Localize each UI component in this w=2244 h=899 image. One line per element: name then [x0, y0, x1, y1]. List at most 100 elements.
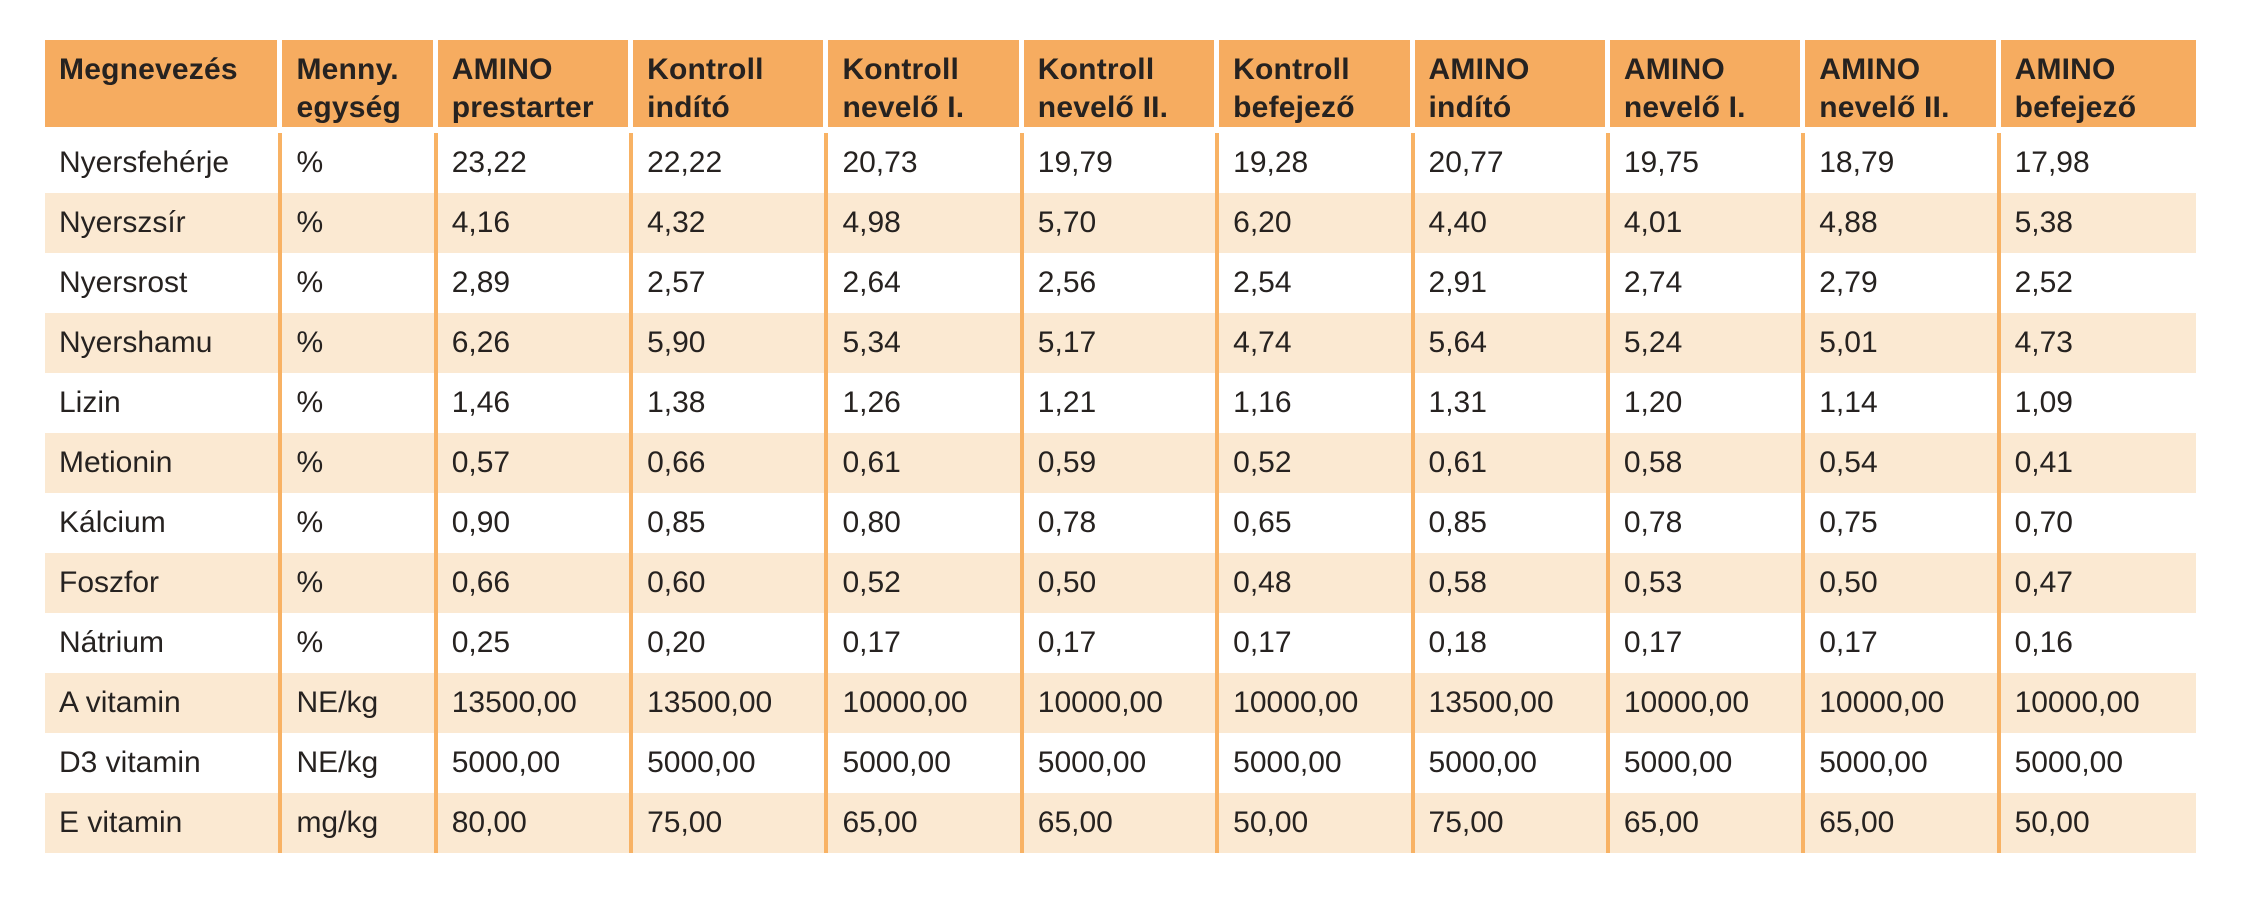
row-label: D3 vitamin	[45, 733, 283, 793]
row-value: 5,24	[1609, 313, 1806, 373]
row-value: 0,58	[1414, 553, 1610, 613]
row-value: 0,78	[1023, 493, 1220, 553]
row-value: 22,22	[633, 133, 829, 193]
row-value: 13500,00	[1414, 673, 1610, 733]
row-value: 5,38	[2000, 193, 2196, 253]
row-value: 5000,00	[1414, 733, 1610, 793]
row-value: 5,70	[1023, 193, 1220, 253]
row-value: 0,61	[1414, 433, 1610, 493]
row-unit: %	[282, 313, 438, 373]
row-label: Kálcium	[45, 493, 283, 553]
table-row: Foszfor% 0,66 0,60 0,52 0,50 0,48 0,58 0,53 0,50…	[45, 553, 2196, 613]
row-value: 20,73	[828, 133, 1024, 193]
table-header: Megnevezés Menny. egység AMINO prestarter Kon…	[45, 40, 2196, 133]
column-header-kontroll-nevelo-1: Kontroll nevelő I.	[828, 40, 1024, 133]
row-unit: %	[282, 193, 438, 253]
row-value: 0,65	[1219, 493, 1415, 553]
row-value: 10000,00	[1805, 673, 2001, 733]
row-unit: %	[282, 553, 438, 613]
row-value: 0,58	[1609, 433, 1806, 493]
row-value: 4,32	[633, 193, 829, 253]
column-header-egyseg: Menny. egység	[282, 40, 438, 133]
row-value: 0,25	[437, 613, 634, 673]
row-unit: mg/kg	[282, 793, 438, 853]
row-value: 0,48	[1219, 553, 1415, 613]
column-header-megnevezes: Megnevezés	[45, 40, 283, 133]
row-value: 5,01	[1805, 313, 2001, 373]
row-unit: NE/kg	[282, 733, 438, 793]
table-row: D3 vitamin NE/kg 5000,00 5000,00 5000,00 5000…	[45, 733, 2196, 793]
table-row: Nátrium% 0,25 0,20 0,17 0,17 0,17 0,18 0,17 0,17…	[45, 613, 2196, 673]
row-value: 6,20	[1219, 193, 1415, 253]
row-label: Nyershamu	[45, 313, 283, 373]
column-header-amino-befejezo: AMINO befejező	[2000, 40, 2196, 133]
row-value: 0,17	[1219, 613, 1415, 673]
row-value: 2,64	[828, 253, 1024, 313]
row-value: 0,75	[1805, 493, 2001, 553]
row-value: 0,85	[633, 493, 829, 553]
row-value: 1,31	[1414, 373, 1610, 433]
table-row: A vitamin NE/kg 13500,00 13500,00 10000,00 10…	[45, 673, 2196, 733]
row-value: 0,66	[437, 553, 634, 613]
row-label: Metionin	[45, 433, 283, 493]
table-row: Nyersrost% 2,89 2,57 2,64 2,56 2,54 2,91 2,74 2,…	[45, 253, 2196, 313]
row-value: 5000,00	[633, 733, 829, 793]
row-value: 75,00	[1414, 793, 1610, 853]
row-value: 0,47	[2000, 553, 2196, 613]
row-value: 0,52	[828, 553, 1024, 613]
row-value: 2,52	[2000, 253, 2196, 313]
row-value: 2,89	[437, 253, 634, 313]
row-label: Nyersrost	[45, 253, 283, 313]
row-value: 1,09	[2000, 373, 2196, 433]
row-value: 10000,00	[1219, 673, 1415, 733]
row-value: 10000,00	[2000, 673, 2196, 733]
row-value: 80,00	[437, 793, 634, 853]
column-header-kontroll-nevelo-2: Kontroll nevelő II.	[1023, 40, 1220, 133]
row-value: 5000,00	[1609, 733, 1806, 793]
row-value: 50,00	[1219, 793, 1415, 853]
column-header-kontroll-indito: Kontroll indító	[633, 40, 829, 133]
row-value: 4,16	[437, 193, 634, 253]
row-value: 0,85	[1414, 493, 1610, 553]
row-value: 1,38	[633, 373, 829, 433]
row-value: 5,64	[1414, 313, 1610, 373]
row-value: 0,78	[1609, 493, 1806, 553]
row-value: 0,18	[1414, 613, 1610, 673]
row-value: 2,74	[1609, 253, 1806, 313]
row-value: 5,34	[828, 313, 1024, 373]
row-value: 1,26	[828, 373, 1024, 433]
row-unit: %	[282, 613, 438, 673]
row-value: 0,20	[633, 613, 829, 673]
row-value: 0,57	[437, 433, 634, 493]
row-value: 10000,00	[1023, 673, 1220, 733]
row-value: 0,66	[633, 433, 829, 493]
row-value: 0,17	[1609, 613, 1806, 673]
row-label: Foszfor	[45, 553, 283, 613]
row-value: 65,00	[1609, 793, 1806, 853]
row-value: 0,70	[2000, 493, 2196, 553]
row-value: 0,17	[1805, 613, 2001, 673]
table-row: Nyershamu% 6,26 5,90 5,34 5,17 4,74 5,64 5,24 5,…	[45, 313, 2196, 373]
row-label: Nyerszsír	[45, 193, 283, 253]
row-unit: %	[282, 133, 438, 193]
row-value: 65,00	[1805, 793, 2001, 853]
table-header-row: Megnevezés Menny. egység AMINO prestarter Kon…	[45, 40, 2196, 133]
row-value: 2,54	[1219, 253, 1415, 313]
row-value: 5000,00	[437, 733, 634, 793]
row-value: 4,98	[828, 193, 1024, 253]
row-value: 17,98	[2000, 133, 2196, 193]
row-value: 5000,00	[2000, 733, 2196, 793]
row-value: 2,79	[1805, 253, 2001, 313]
row-value: 1,16	[1219, 373, 1415, 433]
row-value: 0,52	[1219, 433, 1415, 493]
row-value: 5000,00	[1219, 733, 1415, 793]
row-value: 5,17	[1023, 313, 1220, 373]
row-label: A vitamin	[45, 673, 283, 733]
row-value: 0,17	[828, 613, 1024, 673]
row-value: 75,00	[633, 793, 829, 853]
row-value: 4,40	[1414, 193, 1610, 253]
row-value: 2,91	[1414, 253, 1610, 313]
table-row: Kálcium% 0,90 0,85 0,80 0,78 0,65 0,85 0,78 0,75…	[45, 493, 2196, 553]
row-value: 0,80	[828, 493, 1024, 553]
row-label: Lizin	[45, 373, 283, 433]
